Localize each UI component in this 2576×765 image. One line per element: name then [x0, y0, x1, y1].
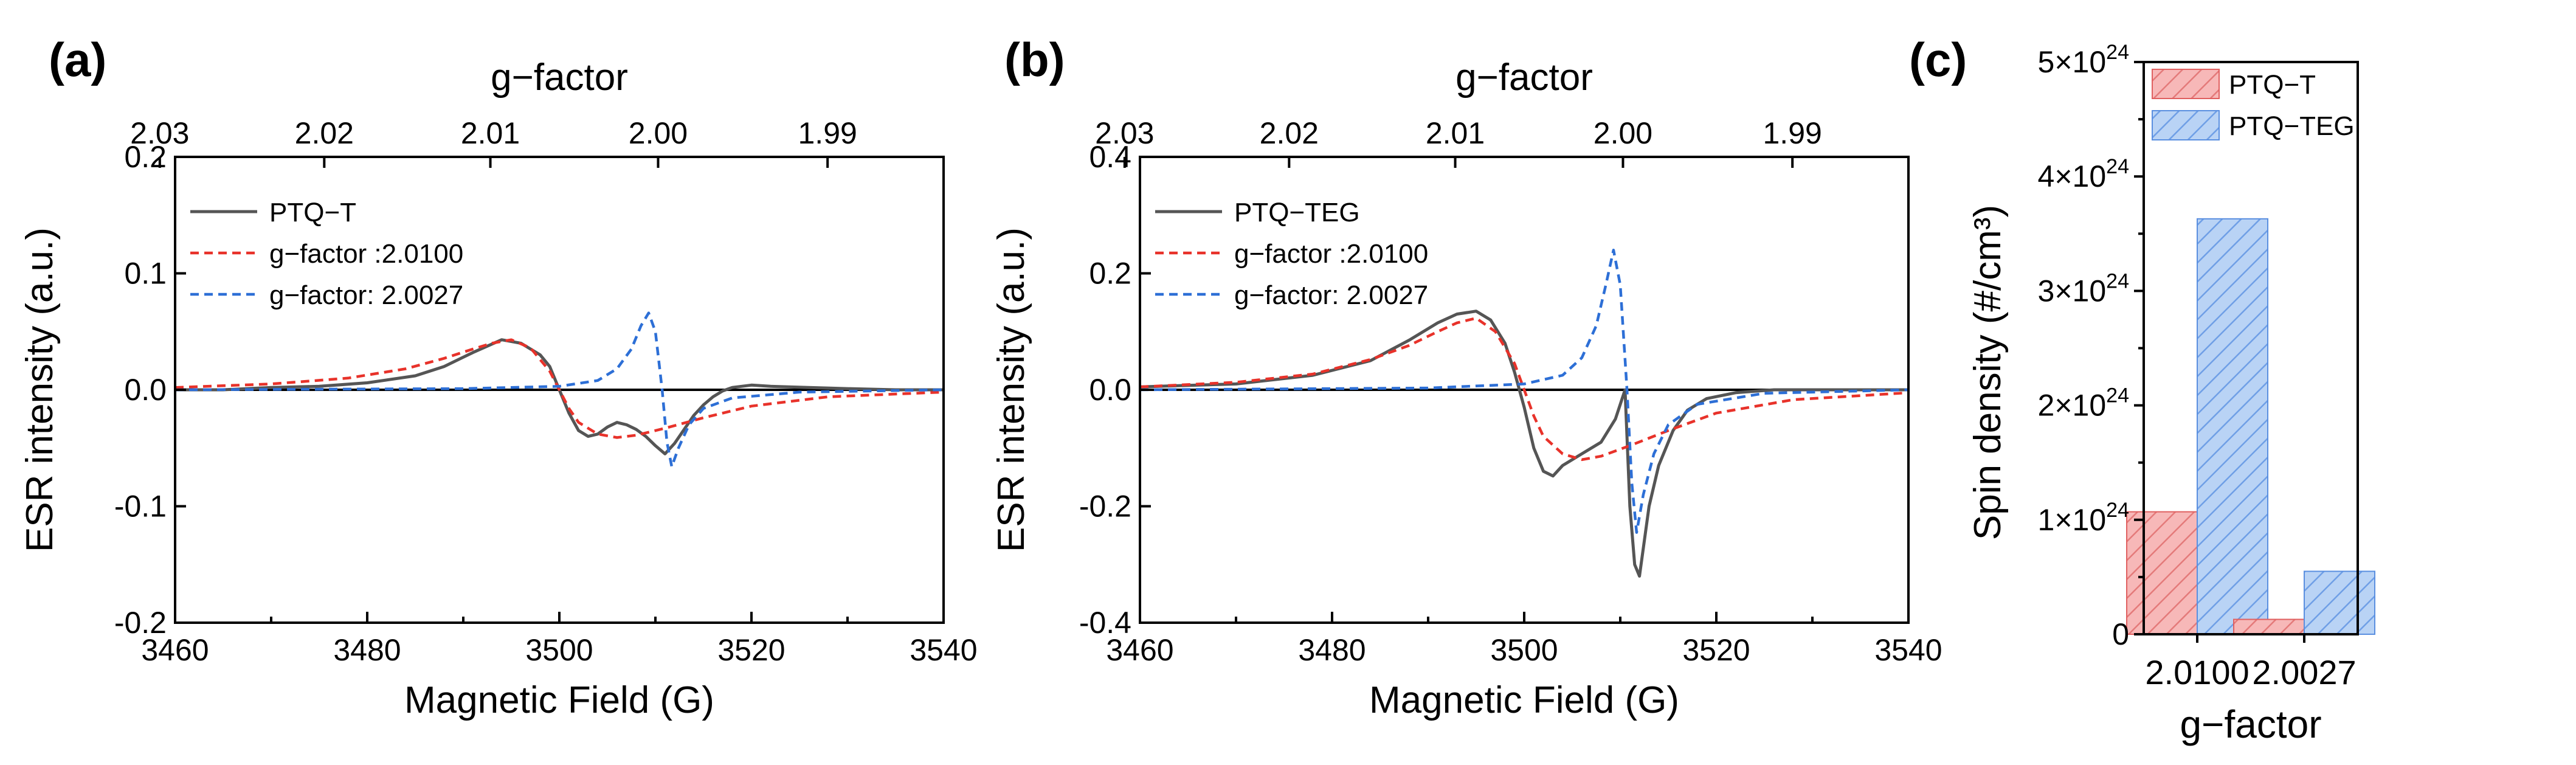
- y-tick-label: -0.4: [1079, 606, 1131, 640]
- x-tick-label: 3500: [1490, 633, 1558, 667]
- x-tick-label: 3460: [1106, 633, 1173, 667]
- y-tick-exp: 24: [2106, 269, 2129, 292]
- panel-b: (b)3460 3480 3500 3520 3540-0.4-0.20.00.20.4…: [990, 33, 1942, 721]
- top-tick-label: 2.02: [295, 116, 354, 150]
- y-tick-label: 0.0: [124, 373, 167, 407]
- y-axis-title: ESR intensity (a.u.): [990, 227, 1032, 552]
- top-tick-label: 2.02: [1260, 116, 1319, 150]
- x-tick-label: 2.0027: [2252, 653, 2356, 691]
- x-tick-label: 3460: [141, 633, 209, 667]
- series-line-2: [174, 338, 944, 439]
- y-tick-label: 0: [2112, 617, 2129, 651]
- x-tick-label: 3540: [1874, 633, 1942, 667]
- x-tick-label: 2.0100: [2145, 653, 2249, 691]
- y-tick-label: 3×1024: [2038, 269, 2129, 308]
- y-tick-label: 1×1024: [2038, 499, 2129, 537]
- top-tick-label: 2.01: [1426, 116, 1485, 150]
- y-tick-base: 1×10: [2038, 503, 2107, 537]
- y-tick-label: 4×1024: [2038, 155, 2129, 193]
- y-tick-label: 0.0: [1089, 373, 1131, 407]
- y-tick-base: 2×10: [2038, 389, 2107, 423]
- top-tick-label: 2.03: [130, 116, 189, 150]
- panel-label: (a): [49, 33, 106, 86]
- series-line-1: [1139, 310, 1908, 578]
- y-tick-label: 0.2: [1089, 257, 1131, 291]
- bar-ptq-t-1: [2126, 511, 2198, 635]
- y-tick-label: -0.2: [114, 606, 167, 640]
- y-tick-exp: 24: [2106, 155, 2129, 178]
- x-axis-title: Magnetic Field (G): [404, 679, 714, 721]
- y-tick-base: 0: [2112, 617, 2129, 651]
- y-tick-label: 0.1: [124, 257, 167, 291]
- x-tick-label: 3500: [525, 633, 593, 667]
- y-tick-label: -0.2: [1079, 490, 1131, 524]
- legend-label: PTQ−TEG: [2229, 111, 2355, 141]
- x-axis-title: Magnetic Field (G): [1369, 679, 1679, 721]
- bar-ptq-teg-1: [2197, 218, 2268, 635]
- legend-label: PTQ−T: [269, 198, 356, 227]
- legend-swatch: [2152, 110, 2220, 140]
- legend-label: g−factor: 2.0027: [269, 280, 463, 310]
- top-tick-label: 2.03: [1095, 116, 1154, 150]
- y-tick-exp: 24: [2106, 384, 2129, 407]
- series-line-1: [175, 338, 944, 455]
- y-tick-exp: 24: [2106, 41, 2129, 64]
- top-axis-title: g−factor: [1455, 57, 1593, 99]
- x-tick-label: 3540: [910, 633, 977, 667]
- top-tick-label: 2.00: [629, 116, 688, 150]
- bar-ptq-t-2: [2233, 618, 2305, 635]
- y-tick-label: 2×1024: [2038, 384, 2129, 423]
- y-tick-label: 5×1024: [2038, 41, 2129, 79]
- legend-label: g−factor :2.0100: [269, 239, 463, 269]
- panel-c: (c)2.0100 2.002701×10242×10243×10244×1024…: [1909, 33, 2375, 746]
- y-tick-base: 3×10: [2038, 274, 2107, 308]
- series-line-3: [1139, 248, 1909, 534]
- panel-label: (c): [1909, 33, 1967, 86]
- top-tick-label: 1.99: [798, 116, 857, 150]
- top-tick-label: 2.01: [461, 116, 520, 150]
- y-tick-label: -0.1: [114, 490, 167, 524]
- legend-label: g−factor: 2.0027: [1234, 280, 1428, 310]
- bar-ptq-teg-2: [2304, 570, 2375, 635]
- panel-label: (b): [1004, 33, 1065, 86]
- top-tick-label: 1.99: [1763, 116, 1822, 150]
- y-tick-exp: 24: [2106, 499, 2129, 522]
- x-tick-label: 3480: [1298, 633, 1366, 667]
- x-axis-title: g−factor: [2180, 702, 2321, 746]
- top-axis-title: g−factor: [491, 57, 628, 99]
- panel-a: (a)3460 3480 3500 3520 3540-0.2-0.10.00.10.2…: [19, 33, 978, 721]
- legend-label: PTQ−TEG: [1234, 198, 1360, 227]
- top-tick-label: 2.00: [1594, 116, 1652, 150]
- legend-swatch: [2152, 69, 2220, 99]
- y-axis-title: Spin density (#/cm³): [1967, 205, 2009, 540]
- y-tick-base: 5×10: [2038, 45, 2107, 79]
- x-tick-label: 3520: [717, 633, 785, 667]
- legend-label: g−factor :2.0100: [1234, 239, 1428, 269]
- y-axis-title: ESR intensity (a.u.): [19, 227, 61, 552]
- y-tick-base: 4×10: [2038, 159, 2107, 193]
- x-tick-label: 3520: [1682, 633, 1750, 667]
- x-tick-label: 3480: [333, 633, 401, 667]
- series-line-2: [1139, 316, 1909, 462]
- legend-label: PTQ−T: [2229, 70, 2316, 100]
